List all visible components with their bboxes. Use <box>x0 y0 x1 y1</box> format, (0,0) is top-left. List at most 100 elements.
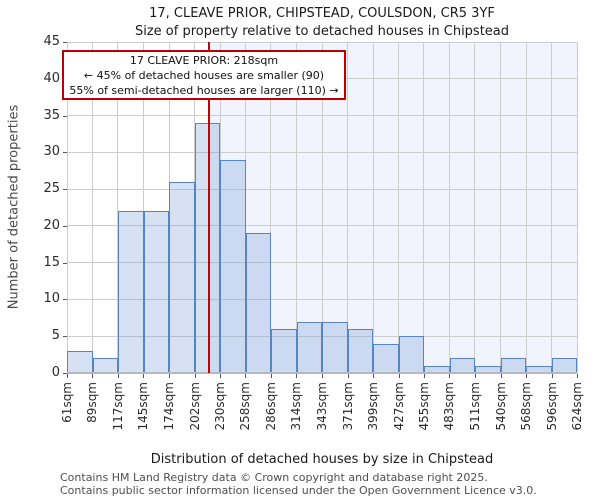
y-tick-label: 45 <box>43 34 60 49</box>
histogram-bar <box>373 343 399 373</box>
y-tick-mark <box>63 336 67 338</box>
x-tick-mark <box>577 374 578 378</box>
x-tick-label: 202sqm <box>187 382 202 431</box>
gridline-vertical <box>142 42 144 373</box>
y-tick-label: 0 <box>51 365 60 380</box>
histogram-bar <box>526 365 552 373</box>
gridline-vertical <box>66 42 68 373</box>
x-tick-mark <box>194 374 196 378</box>
annotation-line-1: 17 CLEAVE PRIOR: 218sqm <box>129 53 279 67</box>
y-tick-mark <box>63 299 67 301</box>
attribution-footer: Contains HM Land Registry data © Crown c… <box>60 471 537 497</box>
gridline-vertical <box>474 42 476 373</box>
x-tick-label: 314sqm <box>289 382 304 431</box>
x-tick-mark <box>220 374 222 378</box>
x-tick-mark <box>92 374 94 378</box>
histogram-bar <box>271 328 297 373</box>
y-tick-label: 25 <box>43 181 60 197</box>
y-tick-mark <box>63 373 67 374</box>
gridline-vertical <box>117 42 119 373</box>
histogram-bar <box>194 122 220 373</box>
histogram-bar <box>169 181 195 373</box>
gridline-vertical <box>448 42 450 373</box>
y-tick-mark <box>63 262 67 264</box>
y-tick-mark <box>63 225 67 227</box>
attribution-line-2: Contains public sector information licen… <box>60 483 537 497</box>
x-axis-spine <box>67 372 577 374</box>
histogram-bar <box>449 358 475 373</box>
x-tick-label: 230sqm <box>213 382 228 431</box>
x-tick-label: 117sqm <box>110 382 125 431</box>
x-tick-mark <box>270 374 272 378</box>
x-tick-label: 286sqm <box>263 382 278 431</box>
x-tick-label: 343sqm <box>315 382 330 431</box>
annotation-box: 17 CLEAVE PRIOR: 218sqm ← 45% of detache… <box>62 50 346 100</box>
x-tick-mark <box>526 374 528 378</box>
y-tick-label: 30 <box>43 144 60 160</box>
x-tick-label: 61sqm <box>60 382 74 423</box>
x-tick-mark <box>551 374 553 378</box>
gridline-vertical <box>500 42 502 373</box>
gridline-vertical <box>576 42 578 373</box>
x-tick-mark <box>500 374 502 378</box>
x-tick-label: 568sqm <box>519 382 534 431</box>
x-tick-mark <box>67 374 68 378</box>
y-tick-mark <box>63 115 67 117</box>
gridline-vertical <box>347 42 349 373</box>
histogram-bar <box>92 358 118 373</box>
gridline-vertical <box>372 42 374 373</box>
x-tick-mark <box>117 374 119 378</box>
x-tick-label: 371sqm <box>340 382 355 431</box>
histogram-bar <box>347 328 373 373</box>
x-tick-mark <box>398 374 400 378</box>
x-tick-mark <box>169 374 171 378</box>
histogram-bar <box>220 159 246 373</box>
property-size-marker-line <box>208 42 211 373</box>
gridline-vertical <box>91 42 93 373</box>
x-tick-label: 455sqm <box>416 382 431 431</box>
x-tick-label: 427sqm <box>391 382 406 431</box>
gridline-vertical <box>551 42 553 373</box>
x-tick-mark <box>423 374 425 378</box>
chart-title: 17, CLEAVE PRIOR, CHIPSTEAD, COULSDON, C… <box>149 6 495 21</box>
x-tick-mark <box>373 374 375 378</box>
gridline-vertical <box>321 42 323 373</box>
x-tick-label: 145sqm <box>136 382 151 431</box>
x-tick-label: 174sqm <box>162 382 177 431</box>
histogram-bar <box>118 211 144 373</box>
y-tick-label: 35 <box>43 107 60 123</box>
histogram-bar <box>475 365 501 373</box>
histogram-bar <box>500 358 526 373</box>
x-tick-label: 511sqm <box>467 382 482 431</box>
gridline-vertical <box>270 42 272 373</box>
annotation-line-3: 55% of semi-detached houses are larger (… <box>69 83 339 97</box>
x-tick-label: 399sqm <box>366 382 381 431</box>
histogram-bar <box>67 350 93 373</box>
x-tick-label: 483sqm <box>442 382 457 431</box>
histogram-bar <box>398 336 424 373</box>
y-tick-mark <box>63 189 67 191</box>
y-tick-mark <box>63 42 67 43</box>
x-tick-label: 596sqm <box>544 382 559 431</box>
histogram-bar <box>322 321 348 373</box>
x-tick-mark <box>474 374 476 378</box>
y-tick-label: 20 <box>43 217 60 233</box>
histogram-bar <box>245 233 271 373</box>
x-tick-mark <box>245 374 247 378</box>
chart-subtitle: Size of property relative to detached ho… <box>134 24 510 39</box>
histogram-bar <box>424 365 450 373</box>
gridline-vertical <box>295 42 297 373</box>
y-tick-label: 10 <box>43 291 60 307</box>
x-tick-label: 89sqm <box>85 382 100 423</box>
y-tick-label: 15 <box>43 254 60 270</box>
y-tick-label: 5 <box>51 328 60 344</box>
histogram-bar <box>296 321 322 373</box>
attribution-line-1: Contains HM Land Registry data © Crown c… <box>60 471 488 484</box>
x-tick-mark <box>347 374 349 378</box>
x-tick-mark <box>449 374 451 378</box>
gridline-vertical <box>423 42 425 373</box>
x-tick-label: 540sqm <box>493 382 508 431</box>
y-tick-label: 40 <box>43 70 60 86</box>
annotation-line-2: ← 45% of detached houses are smaller (90… <box>83 68 325 82</box>
